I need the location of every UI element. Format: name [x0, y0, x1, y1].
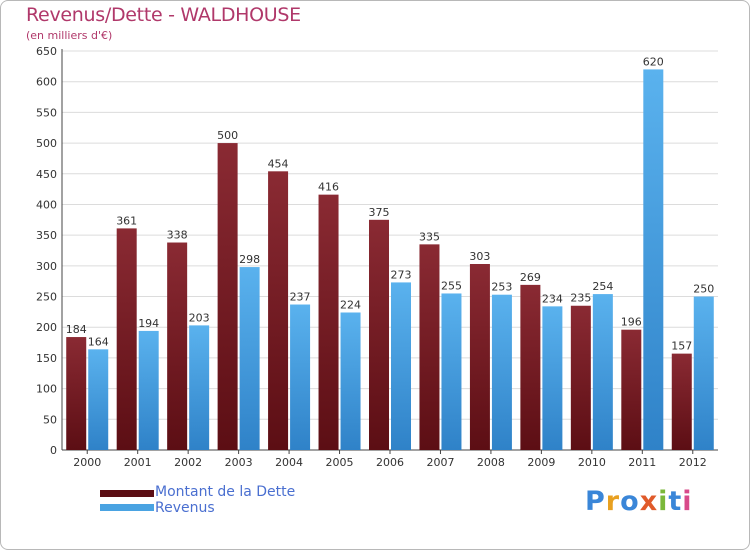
data-label-dette: 338 [167, 229, 188, 242]
chart-title: Revenus/Dette - WALDHOUSE [26, 4, 301, 26]
bar-revenus-2002 [189, 325, 210, 450]
y-tick-label: 450 [36, 168, 57, 181]
x-tick-label: 2001 [124, 456, 152, 469]
data-label-revenus: 620 [643, 55, 664, 68]
logo-letter: r [605, 486, 621, 517]
bar-revenus-2001 [138, 330, 159, 450]
data-label-revenus: 203 [189, 311, 210, 324]
bar-revenus-2012 [693, 296, 714, 450]
y-tick-label: 350 [36, 229, 57, 242]
bar-revenus-2005 [340, 312, 361, 450]
bar-dette-2002 [167, 242, 188, 450]
bar-dette-2005 [318, 194, 339, 450]
bars [66, 69, 714, 451]
y-tick-label: 650 [36, 45, 57, 58]
legend-swatch-revenus [100, 504, 154, 511]
bar-revenus-2007 [441, 293, 462, 450]
x-tick-label: 2005 [326, 456, 354, 469]
data-label-dette: 500 [217, 129, 238, 142]
data-label-revenus: 224 [340, 298, 361, 311]
x-tick-label: 2009 [527, 456, 555, 469]
data-label-dette: 235 [570, 292, 591, 305]
bar-dette-2009 [520, 284, 541, 450]
x-tick-label: 2011 [628, 456, 656, 469]
x-tick-label: 2012 [679, 456, 707, 469]
logo-letter: P [585, 486, 606, 517]
y-tick-label: 200 [36, 321, 57, 334]
data-label-dette: 157 [671, 340, 692, 353]
bar-dette-2006 [369, 219, 389, 450]
y-tick-label: 500 [36, 137, 57, 150]
y-tick-label: 550 [36, 106, 57, 119]
bar-dette-2004 [268, 171, 289, 450]
bar-revenus-2008 [491, 294, 512, 450]
x-tick-label: 2000 [73, 456, 101, 469]
bar-dette-2008 [469, 264, 490, 450]
x-tick-label: 2004 [275, 456, 303, 469]
bar-revenus-2000 [88, 349, 109, 450]
legend-label-revenus: Revenus [155, 500, 215, 516]
data-label-dette: 361 [116, 214, 137, 227]
logo-letter: x [639, 486, 659, 517]
data-label-dette: 454 [268, 157, 289, 170]
bar-revenus-2006 [391, 282, 411, 450]
legend-label-dette: Montant de la Dette [155, 484, 296, 500]
x-tick-label: 2007 [426, 456, 454, 469]
y-tick-label: 150 [36, 352, 57, 365]
data-label-dette: 303 [469, 250, 490, 263]
proxiti-logo: Proxiti [585, 486, 693, 517]
chart-subtitle: (en milliers d'€) [26, 29, 113, 42]
data-label-revenus: 164 [88, 335, 109, 348]
bar-revenus-2011 [643, 69, 664, 451]
y-tick-label: 300 [36, 260, 57, 273]
data-label-revenus: 234 [542, 292, 563, 305]
logo-letter: t [668, 486, 683, 517]
bar-dette-2012 [671, 353, 692, 450]
logo-letter: i [658, 486, 669, 517]
data-label-revenus: 237 [290, 291, 311, 304]
y-tick-label: 600 [36, 76, 57, 89]
x-tick-label: 2006 [376, 456, 404, 469]
data-label-dette: 196 [621, 316, 642, 329]
labels: 0 50 100 150 200 250 300 350 400 450 500 550 600 650 2… [36, 45, 714, 469]
data-label-revenus: 255 [441, 279, 462, 292]
x-tick-label: 2010 [578, 456, 606, 469]
data-label-dette: 184 [66, 323, 87, 336]
data-label-revenus: 273 [391, 268, 412, 281]
logo-letter: i [682, 486, 693, 517]
bar-dette-2011 [621, 329, 642, 450]
data-label-revenus: 250 [693, 283, 714, 296]
data-label-revenus: 254 [592, 280, 613, 293]
bar-dette-2003 [217, 143, 238, 451]
bar-revenus-2009 [542, 306, 563, 450]
data-label-dette: 269 [520, 271, 541, 284]
logo-letter: o [620, 486, 640, 517]
bar-revenus-2004 [290, 304, 311, 450]
axes [61, 49, 718, 454]
data-label-revenus: 253 [491, 281, 512, 294]
bar-revenus-2003 [239, 267, 260, 450]
y-tick-label: 50 [43, 413, 57, 426]
bar-dette-2001 [116, 228, 137, 450]
bar-revenus-2010 [592, 294, 613, 450]
grid-lines [62, 50, 718, 420]
y-tick-label: 100 [36, 383, 57, 396]
data-label-revenus: 194 [138, 317, 159, 330]
bar-dette-2007 [419, 244, 440, 450]
data-label-dette: 416 [318, 181, 339, 194]
y-tick-label: 400 [36, 198, 57, 211]
bar-dette-2000 [66, 337, 87, 450]
bar-dette-2010 [570, 305, 591, 450]
y-tick-label: 0 [50, 444, 57, 457]
x-tick-label: 2002 [174, 456, 202, 469]
data-label-dette: 375 [369, 206, 390, 219]
legend-swatch-dette [100, 490, 154, 497]
x-tick-label: 2008 [477, 456, 505, 469]
y-tick-label: 250 [36, 291, 57, 304]
x-tick-label: 2003 [225, 456, 253, 469]
data-label-dette: 335 [419, 230, 440, 243]
data-label-revenus: 298 [239, 253, 260, 266]
